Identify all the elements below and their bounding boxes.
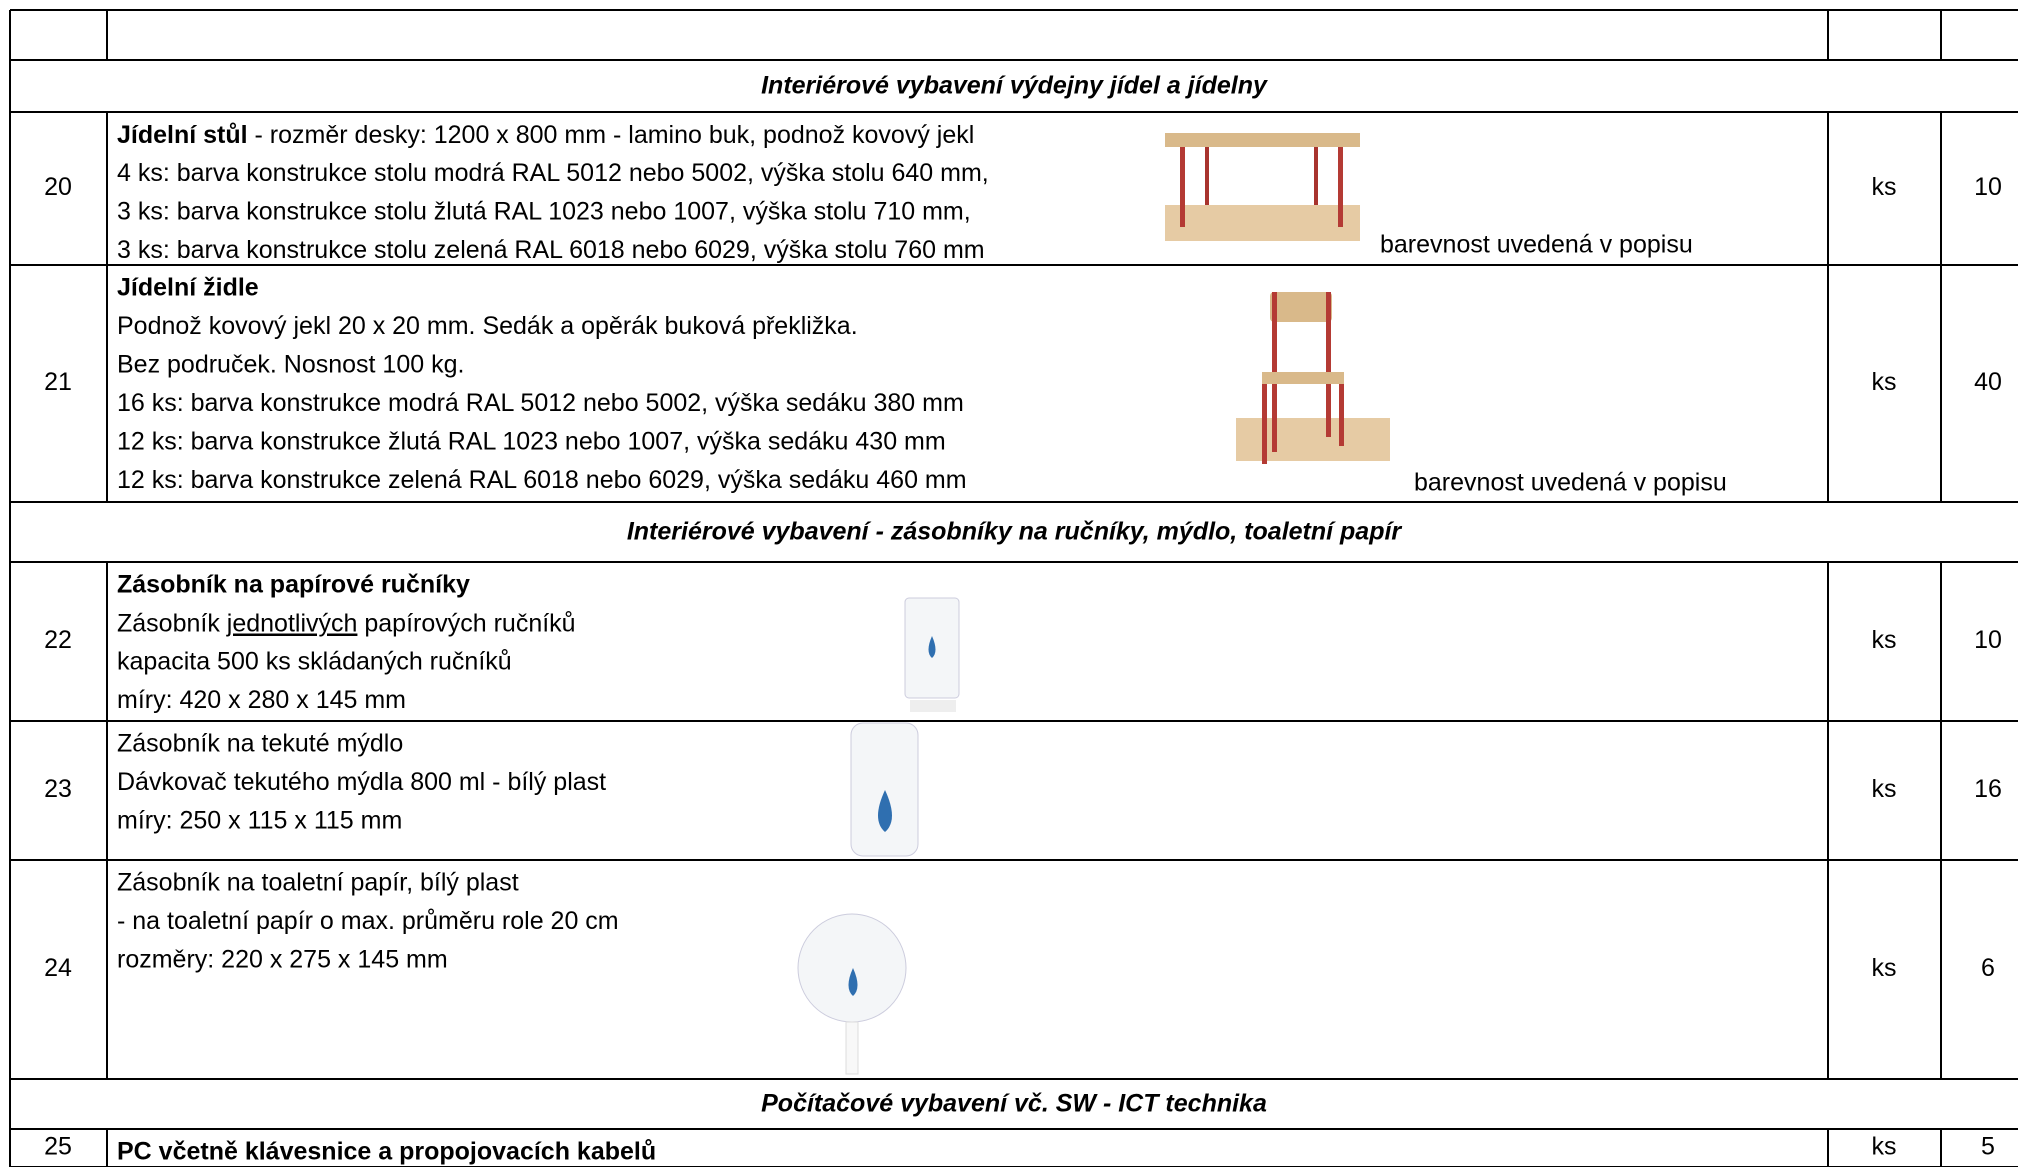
- description-line: 16 ks: barva konstrukce modrá RAL 5012 n…: [117, 389, 964, 417]
- item-number: 21: [44, 368, 72, 396]
- section-title: Počítačové vybavení vč. SW - ICT technik…: [761, 1090, 1267, 1118]
- description-part: - rozměr desky: 1200 x 800 mm - lamino b…: [248, 121, 975, 149]
- description-part: jednotlivých: [226, 609, 358, 637]
- note: barevnost uvedená v popisu: [1414, 469, 1727, 497]
- quantity: 10: [1974, 626, 2002, 654]
- unit: ks: [1872, 954, 1897, 982]
- item-number: 23: [44, 775, 72, 803]
- note: barevnost uvedená v popisu: [1380, 231, 1693, 259]
- description-line: 12 ks: barva konstrukce žlutá RAL 1023 n…: [117, 428, 946, 456]
- description-line: 3 ks: barva konstrukce stolu zelená RAL …: [117, 236, 985, 264]
- description-line: 12 ks: barva konstrukce zelená RAL 6018 …: [117, 466, 967, 494]
- description-part: papírových ručníků: [357, 609, 575, 637]
- unit: ks: [1872, 775, 1897, 803]
- item-number: 25: [44, 1133, 72, 1161]
- quantity: 40: [1974, 368, 2002, 396]
- table-image: [1165, 133, 1360, 241]
- unit: ks: [1872, 1133, 1897, 1161]
- description-line: Zásobník jednotlivých papírových ručníků: [117, 609, 576, 637]
- description-line: Zásobník na papírové ručníky: [117, 571, 470, 599]
- description-line: Bez područek. Nosnost 100 kg.: [117, 351, 464, 379]
- description-part: Jídelní stůl: [117, 121, 248, 149]
- description-line: Jídelní židle: [117, 274, 259, 302]
- description-line: míry: 420 x 280 x 145 mm: [117, 686, 406, 714]
- item-number: 22: [44, 626, 72, 654]
- quantity: 6: [1981, 954, 1995, 982]
- section-title: Interiérové vybavení výdejny jídel a jíd…: [761, 72, 1268, 100]
- quantity: 16: [1974, 775, 2002, 803]
- description-line: Zásobník na toaletní papír, bílý plast: [117, 869, 519, 897]
- toilet-paper-dispenser-image: [797, 913, 907, 1075]
- description-line: Zásobník na tekuté mýdlo: [117, 730, 403, 758]
- quantity: 5: [1981, 1133, 1995, 1161]
- chair-image: [1236, 292, 1390, 464]
- description-line: Dávkovač tekutého mýdla 800 ml - bílý pl…: [117, 768, 606, 796]
- description-line: míry: 250 x 115 x 115 mm: [117, 807, 402, 835]
- section-title: Interiérové vybavení - zásobníky na ručn…: [627, 518, 1403, 546]
- description-line: kapacita 500 ks skládaných ručníků: [117, 648, 512, 676]
- soap-dispenser-image: [850, 722, 919, 857]
- item-number: 24: [44, 954, 72, 982]
- item-number: 20: [44, 173, 72, 201]
- description-line: 4 ks: barva konstrukce stolu modrá RAL 5…: [117, 159, 989, 187]
- description-line: - na toaletní papír o max. průměru role …: [117, 907, 619, 935]
- description-line: 3 ks: barva konstrukce stolu žlutá RAL 1…: [117, 198, 971, 226]
- description-line: Podnož kovový jekl 20 x 20 mm. Sedák a o…: [117, 312, 858, 340]
- unit: ks: [1872, 626, 1897, 654]
- description-part: Zásobník: [117, 609, 227, 637]
- unit: ks: [1872, 368, 1897, 396]
- description-line: rozměry: 220 x 275 x 145 mm: [117, 946, 448, 974]
- unit: ks: [1872, 173, 1897, 201]
- description-line: Jídelní stůl - rozměr desky: 1200 x 800 …: [117, 121, 974, 149]
- towel-dispenser-image: [904, 597, 960, 712]
- description-line: PC včetně klávesnice a propojovacích kab…: [117, 1138, 656, 1166]
- quantity: 10: [1974, 173, 2002, 201]
